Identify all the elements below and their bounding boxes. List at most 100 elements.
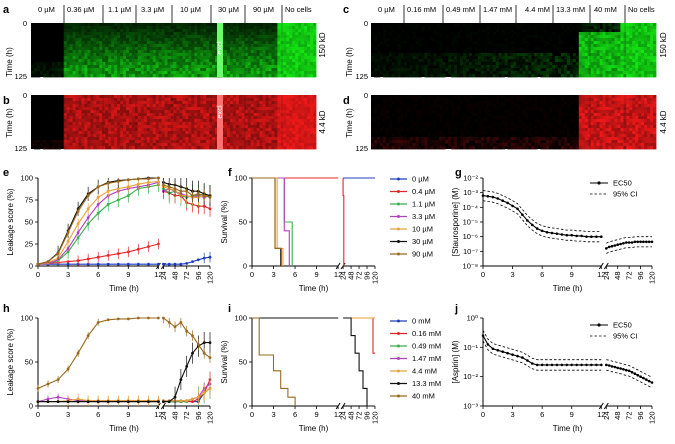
heatmap-cell — [179, 41, 182, 44]
heatmap-cell — [463, 128, 466, 131]
heatmap-cell — [254, 110, 257, 113]
heatmap-cell — [135, 104, 138, 107]
heatmap-cell — [49, 65, 52, 68]
heatmap-cell — [179, 116, 182, 119]
heatmap-cell — [416, 113, 419, 116]
heatmap-cell — [120, 53, 123, 56]
heatmap-cell — [469, 47, 472, 50]
heatmap-cell — [168, 95, 171, 98]
heatmap-cell — [200, 44, 203, 47]
heatmap-cell — [105, 95, 108, 98]
heatmap-cell — [165, 128, 168, 131]
heatmap-cell — [653, 41, 656, 44]
heatmap-cell — [307, 53, 310, 56]
heatmap-cell — [398, 47, 401, 50]
heatmap-cell — [144, 74, 147, 77]
heatmap-cell — [537, 56, 540, 59]
heatmap-cell — [301, 110, 304, 113]
heatmap-cell — [298, 47, 301, 50]
heatmap-cell — [292, 53, 295, 56]
heatmap-cell — [304, 143, 307, 146]
heatmap-cell — [159, 128, 162, 131]
heatmap-cell — [224, 23, 227, 26]
heatmap-cell — [111, 41, 114, 44]
heatmap-cell — [141, 107, 144, 110]
heatmap-cell — [292, 107, 295, 110]
heatmap-cell — [439, 35, 442, 38]
heatmap-cell — [427, 134, 430, 137]
heatmap-cell — [150, 143, 153, 146]
heatmap-cell — [138, 68, 141, 71]
heatmap-cell — [239, 119, 242, 122]
heatmap-cell — [445, 47, 448, 50]
heatmap-cell — [292, 95, 295, 98]
heatmap-cell — [389, 50, 392, 53]
heatmap-cell — [179, 95, 182, 98]
heatmap-cell — [67, 32, 70, 35]
heatmap-cell — [579, 23, 582, 26]
heatmap-cell — [102, 68, 105, 71]
heatmap-cell — [398, 101, 401, 104]
heatmap-cell — [304, 116, 307, 119]
heatmap-cell — [93, 140, 96, 143]
heatmap-cell — [233, 74, 236, 77]
heatmap-cell — [271, 137, 274, 140]
heatmap-cell — [487, 146, 490, 149]
heatmap-cell — [242, 137, 245, 140]
heatmap-cell — [248, 53, 251, 56]
heatmap-cell — [416, 68, 419, 71]
heatmap-cell — [457, 35, 460, 38]
heatmap-cell — [454, 122, 457, 125]
heatmap-cell — [111, 26, 114, 29]
heatmap-cell — [502, 119, 505, 122]
heatmap-cell — [176, 56, 179, 59]
heatmap-cell — [416, 140, 419, 143]
heatmap-cell — [84, 104, 87, 107]
heatmap-cell — [153, 98, 156, 101]
heatmap-cell — [188, 134, 191, 137]
heatmap-cell — [200, 41, 203, 44]
heatmap-cell — [162, 59, 165, 62]
header-a-1: 0.36 µM — [67, 5, 94, 14]
heatmap-cell — [490, 41, 493, 44]
heatmap-cell — [481, 146, 484, 149]
heatmap-cell — [466, 32, 469, 35]
heatmap-cell — [484, 44, 487, 47]
heatmap-cell — [632, 44, 635, 47]
heatmap-cell — [236, 140, 239, 143]
heatmap-cell — [171, 125, 174, 128]
heatmap-cell — [413, 137, 416, 140]
heatmap-cell — [257, 125, 260, 128]
heatmap-cell — [389, 140, 392, 143]
heatmap-cell — [171, 107, 174, 110]
heatmap-cell — [307, 143, 310, 146]
heatmap-cell — [286, 134, 289, 137]
heatmap-cell — [236, 116, 239, 119]
heatmap-cell — [301, 116, 304, 119]
heatmap-cell — [430, 146, 433, 149]
heatmap-cell — [260, 119, 263, 122]
heatmap-cell — [635, 23, 638, 26]
heatmap-cell — [58, 68, 61, 71]
heatmap-cell — [230, 50, 233, 53]
heatmap-cell — [626, 65, 629, 68]
heatmap-cell — [147, 122, 150, 125]
heatmap-cell — [233, 116, 236, 119]
heatmap-cell — [286, 98, 289, 101]
heatmap-cell — [274, 32, 277, 35]
heatmap-cell — [609, 53, 612, 56]
heatmap-cell — [289, 104, 292, 107]
heatmap-cell — [185, 29, 188, 32]
heatmap-cell — [67, 143, 70, 146]
heatmap-cell — [519, 68, 522, 71]
heatmap-cell — [159, 116, 162, 119]
heatmap-cell — [490, 113, 493, 116]
heatmap-cell — [111, 107, 114, 110]
heatmap-cell — [135, 71, 138, 74]
heatmap-cell — [70, 110, 73, 113]
heatmap-cell — [582, 32, 585, 35]
heatmap-cell — [79, 143, 82, 146]
panel-letter-g: g — [455, 167, 462, 179]
heatmap-cell — [179, 32, 182, 35]
heatmap-cell — [81, 53, 84, 56]
